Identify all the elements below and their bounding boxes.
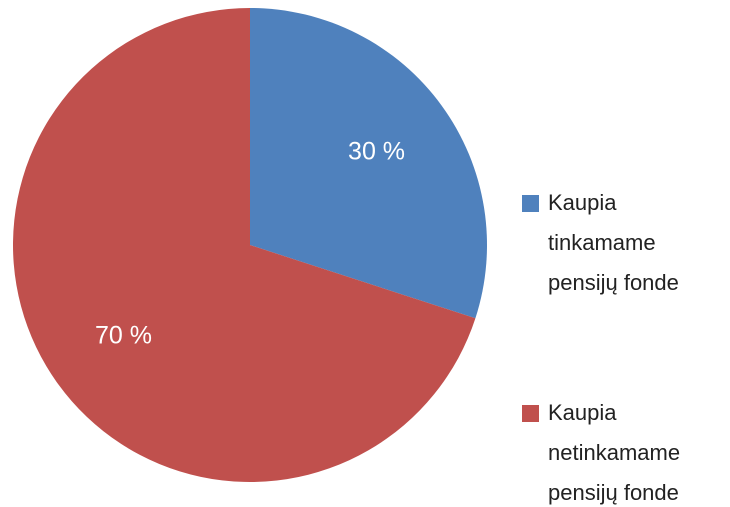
legend-swatch (522, 405, 539, 422)
legend-item: Kaupia netinkamame pensijų fonde (522, 393, 722, 507)
legend-swatch (522, 195, 539, 212)
legend-label: Kaupia netinkamame pensijų fonde (548, 400, 681, 505)
pie-slice (250, 8, 487, 319)
data-label: 70 % (95, 322, 152, 350)
data-label: 30 % (348, 138, 405, 166)
legend-item: Kaupia tinkamame pensijų fonde (522, 183, 722, 303)
legend-label: Kaupia tinkamame pensijų fonde (548, 190, 679, 295)
pie-slice (12, 8, 476, 482)
